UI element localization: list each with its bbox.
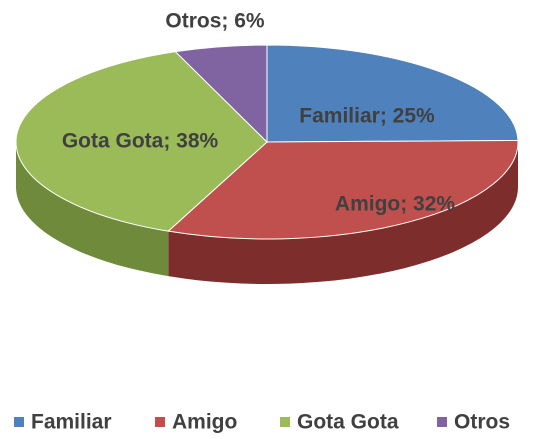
legend-swatch xyxy=(155,417,165,427)
data-label: Gota Gota; 38% xyxy=(62,130,219,153)
slice xyxy=(266,44,519,143)
slice-side xyxy=(168,142,518,284)
legend-swatch xyxy=(280,417,290,427)
legend-label: Amigo xyxy=(172,411,237,434)
slice-side xyxy=(16,142,169,277)
legend-label: Familiar xyxy=(31,411,112,434)
data-label: Amigo; 32% xyxy=(335,193,456,216)
legend-label: Gota Gota xyxy=(297,411,399,434)
legend-swatch xyxy=(437,417,447,427)
slice xyxy=(174,44,268,144)
slice xyxy=(15,51,268,232)
data-label: Familiar; 25% xyxy=(299,105,435,128)
legend-label: Otros xyxy=(454,411,510,434)
slice xyxy=(167,139,519,240)
legend-swatch xyxy=(14,417,24,427)
data-label: Otros; 6% xyxy=(165,10,265,33)
